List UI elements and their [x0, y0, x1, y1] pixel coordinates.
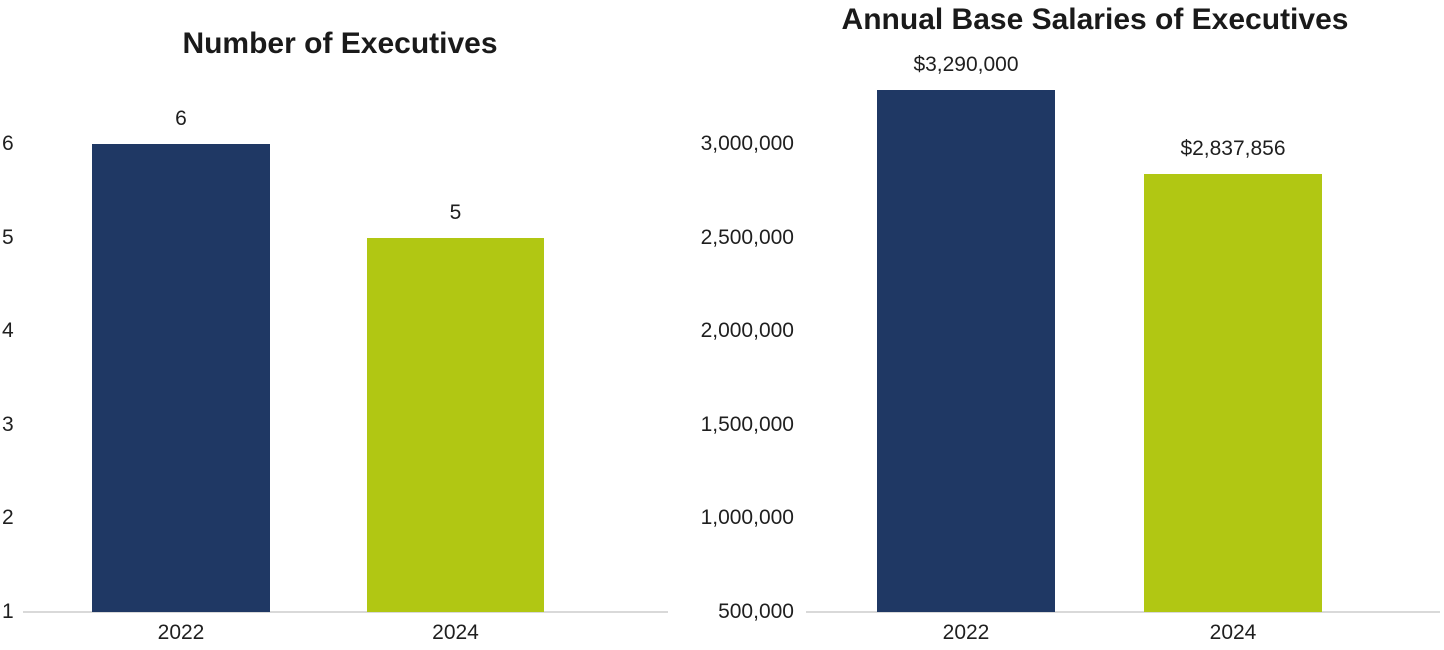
y-axis-tick-label: 2,500,000 [700, 225, 794, 249]
bar-2022 [877, 89, 1055, 612]
bar-value-label: 5 [449, 200, 462, 224]
x-axis-category-label: 2022 [942, 621, 990, 644]
bar-value-label: $2,837,856 [1180, 137, 1286, 161]
y-axis-tick-label: 5 [2, 225, 14, 249]
bar-2024 [1144, 174, 1322, 612]
x-axis-line [23, 610, 668, 613]
y-axis-tick-label: 500,000 [718, 599, 794, 623]
y-axis-tick-label: 1,500,000 [700, 412, 794, 436]
x-axis-line [806, 610, 1440, 613]
y-axis-tick-label: 3,000,000 [700, 132, 794, 155]
y-axis-tick-label: 2 [2, 506, 14, 529]
x-axis-category-label: 2024 [1209, 621, 1257, 644]
y-axis-tick-label: 2,000,000 [700, 319, 794, 342]
y-axis-tick-label: 3 [2, 412, 14, 436]
y-axis-tick-label: 6 [2, 132, 14, 155]
bar-value-label: $3,290,000 [913, 52, 1019, 76]
x-axis-category-label: 2022 [157, 621, 205, 644]
y-axis-tick-label: 1,000,000 [700, 506, 794, 529]
y-axis-tick-label: 1 [2, 599, 14, 623]
y-axis-tick-label: 4 [2, 319, 14, 342]
bar-2024 [367, 237, 544, 612]
chart-title-number-of-executives: Number of Executives [182, 27, 498, 60]
bar-2022 [92, 144, 270, 612]
chart-title-annual-base-salaries: Annual Base Salaries of Executives [841, 3, 1349, 36]
x-axis-category-label: 2024 [432, 621, 479, 644]
bar-value-label: 6 [175, 107, 187, 130]
